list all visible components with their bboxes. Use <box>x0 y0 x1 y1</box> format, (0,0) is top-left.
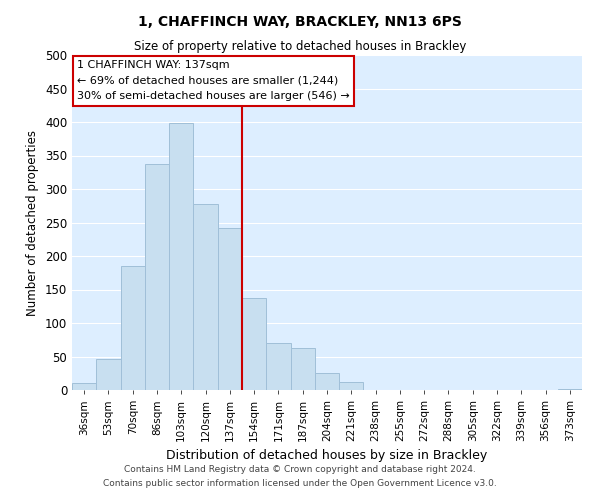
Bar <box>193 204 218 390</box>
Bar <box>96 359 121 390</box>
Bar <box>242 298 266 390</box>
Bar <box>169 124 193 390</box>
Text: Contains HM Land Registry data © Crown copyright and database right 2024.
Contai: Contains HM Land Registry data © Crown c… <box>103 466 497 487</box>
Bar <box>72 384 96 390</box>
Bar <box>558 388 582 390</box>
Text: 1, CHAFFINCH WAY, BRACKLEY, NN13 6PS: 1, CHAFFINCH WAY, BRACKLEY, NN13 6PS <box>138 15 462 29</box>
Bar <box>315 372 339 390</box>
Text: Size of property relative to detached houses in Brackley: Size of property relative to detached ho… <box>134 40 466 53</box>
Bar <box>290 348 315 390</box>
Bar <box>266 343 290 390</box>
Bar <box>121 266 145 390</box>
Bar <box>218 228 242 390</box>
Bar <box>339 382 364 390</box>
X-axis label: Distribution of detached houses by size in Brackley: Distribution of detached houses by size … <box>166 450 488 462</box>
Bar <box>145 164 169 390</box>
Text: 1 CHAFFINCH WAY: 137sqm
← 69% of detached houses are smaller (1,244)
30% of semi: 1 CHAFFINCH WAY: 137sqm ← 69% of detache… <box>77 60 350 101</box>
Y-axis label: Number of detached properties: Number of detached properties <box>26 130 40 316</box>
